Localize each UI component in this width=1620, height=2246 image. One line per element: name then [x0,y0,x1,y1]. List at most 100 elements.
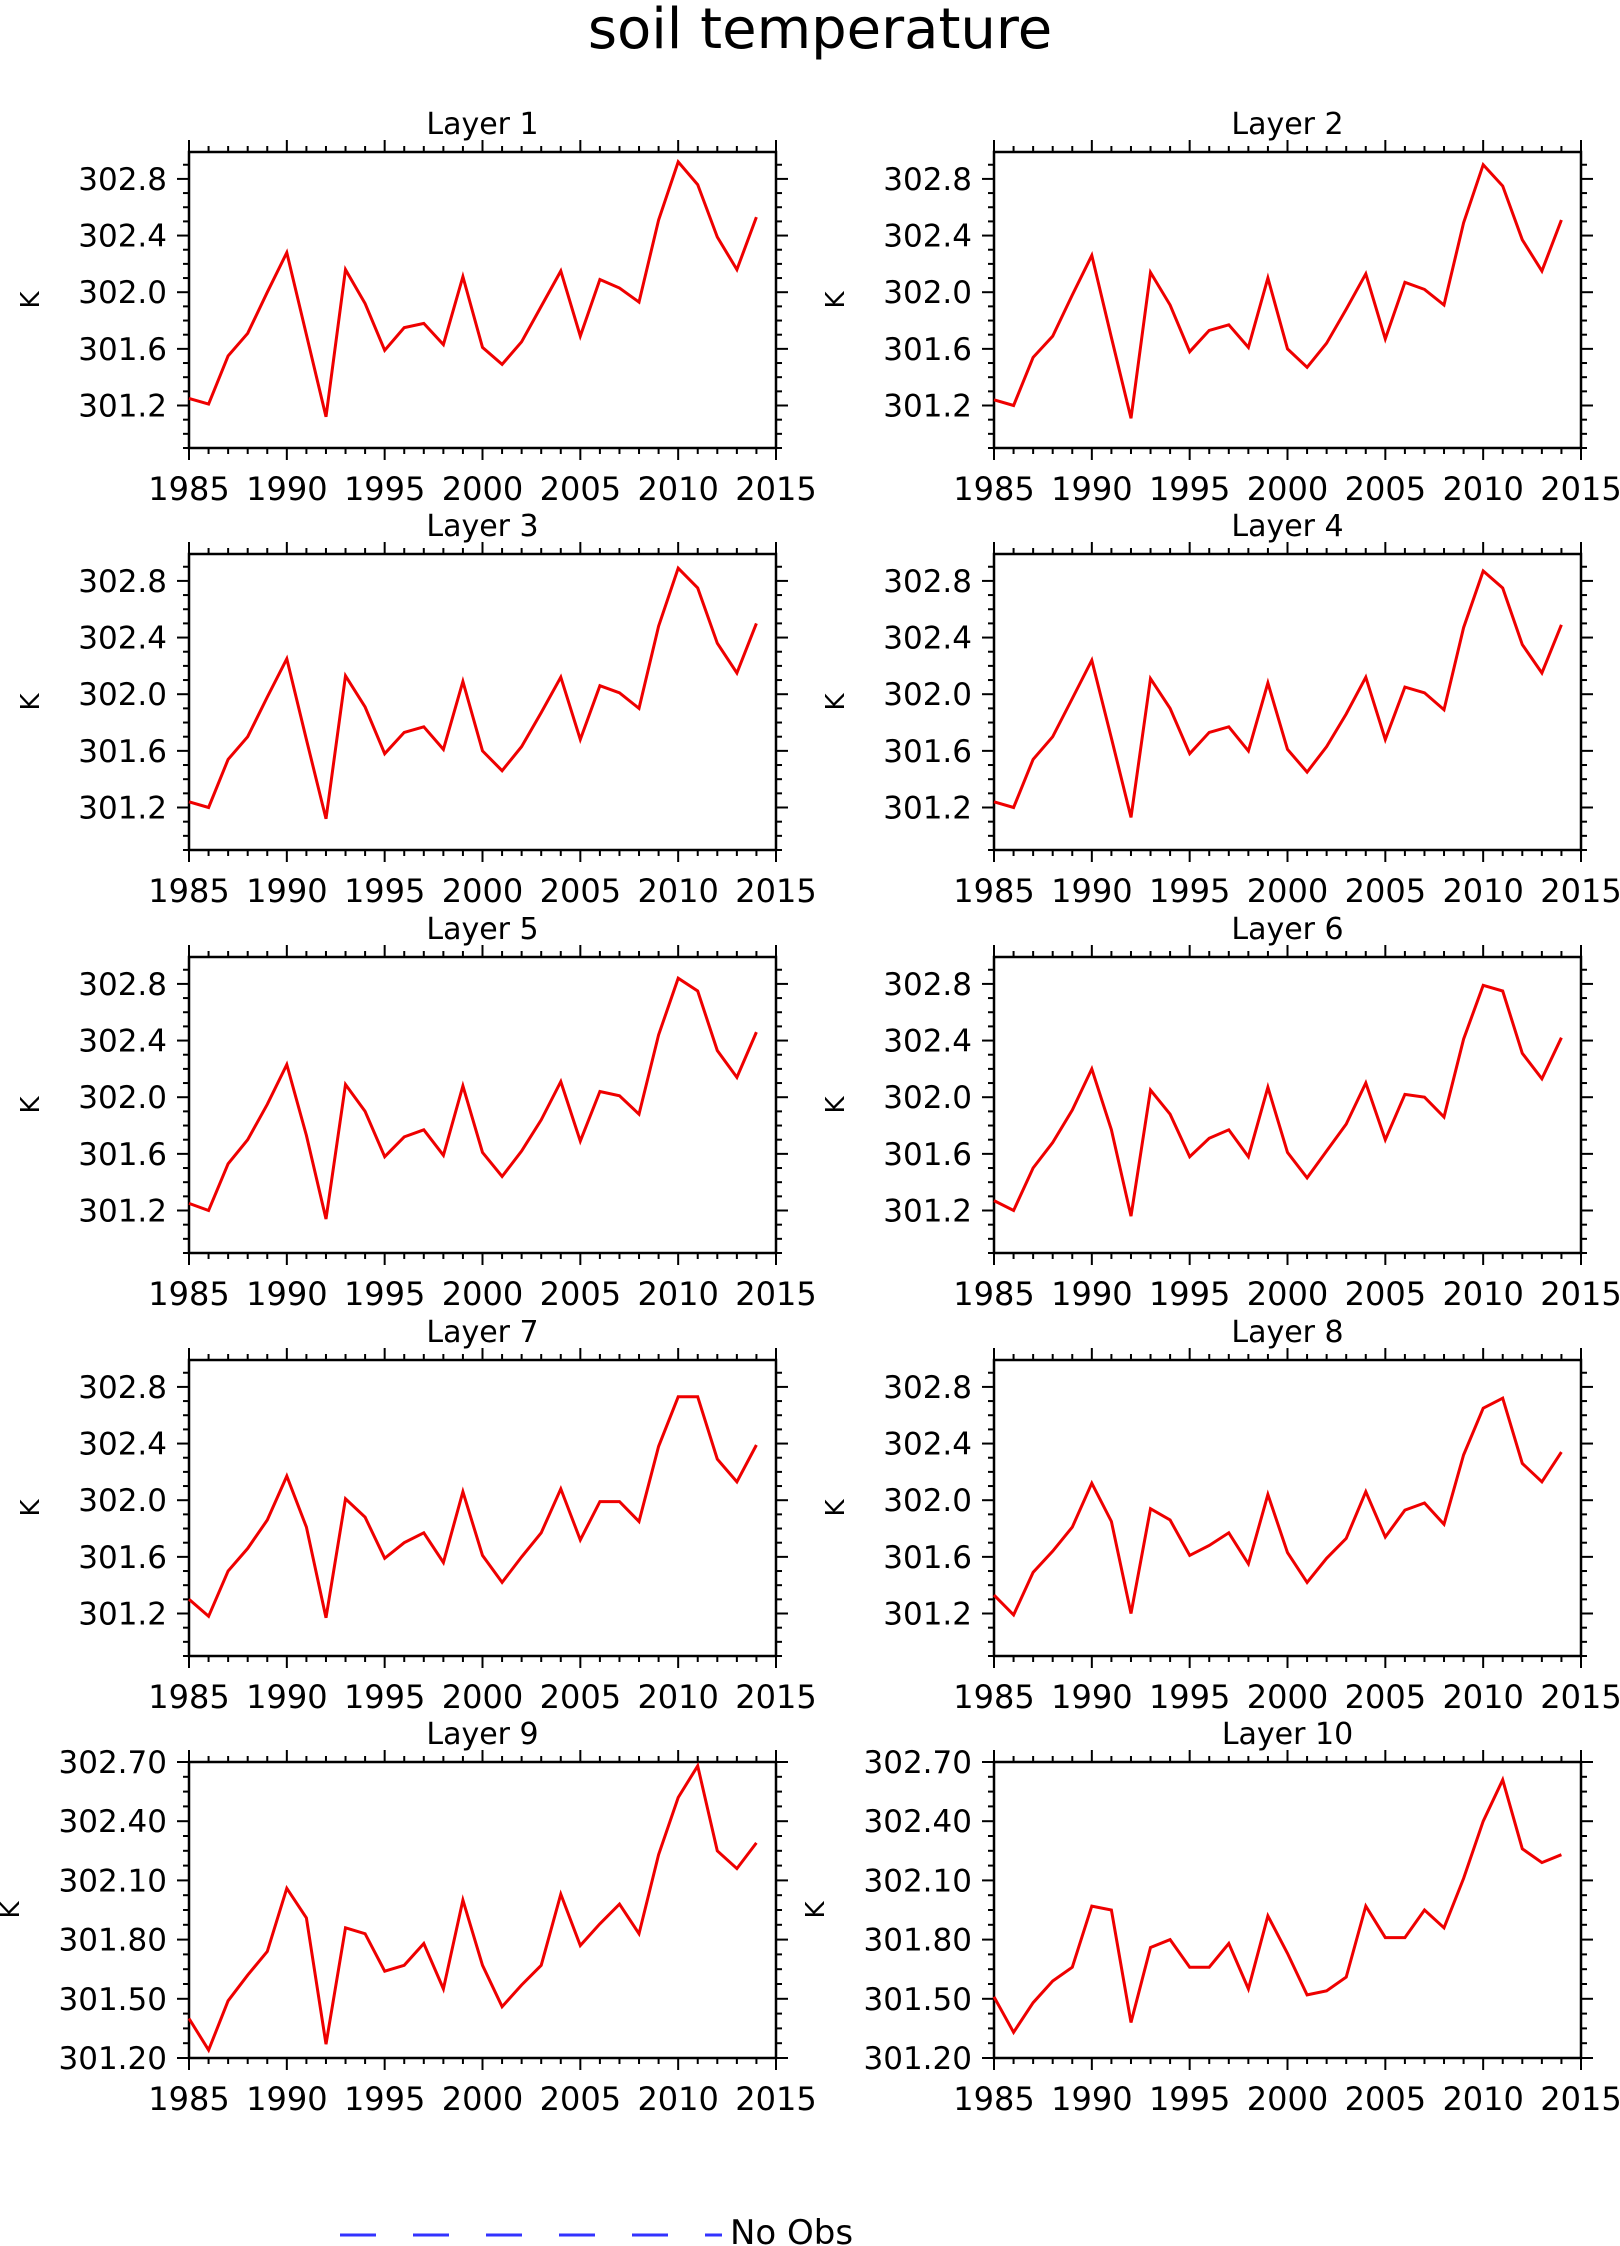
plot-frame [187,1760,778,2060]
plot-frame [992,955,1583,1255]
y-tick-label: 301.20 [59,2041,167,2077]
x-tick-label: 1990 [246,1275,327,1313]
y-tick-label: 302.0 [78,275,167,311]
x-tick-label: 2015 [735,2080,816,2118]
x-tick-label: 1990 [1051,872,1132,910]
y-tick-label: 301.6 [78,734,167,770]
panel-title: Layer 1 [426,107,538,142]
plot-frame [187,150,778,450]
y-tick-label: 301.2 [883,791,972,827]
x-tick-label: 2015 [1540,1275,1620,1313]
x-tick-label: 2010 [637,1678,718,1716]
x-tick-label: 2015 [1540,1678,1620,1716]
y-tick-label: 301.80 [59,1923,167,1959]
x-tick-label: 2000 [442,1678,523,1716]
x-tick-label: 1990 [246,470,327,508]
panel-title: Layer 6 [1231,912,1343,947]
x-tick-label: 2010 [637,872,718,910]
x-tick-label: 1995 [344,1275,425,1313]
y-tick-label: 301.6 [883,1137,972,1173]
y-tick-label: 302.4 [78,1024,167,1060]
x-tick-label: 2005 [1345,1678,1426,1716]
y-tick-label: 302.40 [864,1804,972,1840]
plot-frame [992,552,1583,852]
x-tick-label: 1995 [344,1678,425,1716]
y-tick-label: 302.4 [883,1427,972,1463]
x-tick-label: 2005 [540,1678,621,1716]
x-tick-label: 2000 [1247,1275,1328,1313]
y-axis-label: K [16,1499,46,1517]
y-tick-label: 301.2 [78,791,167,827]
x-tick-label: 2015 [1540,872,1620,910]
plot-frame [187,552,778,852]
y-tick-label: 302.0 [78,1080,167,1116]
x-tick-label: 1985 [148,2080,229,2118]
y-axis-label: K [821,1499,851,1517]
x-tick-label: 2015 [735,1275,816,1313]
series-line [187,1762,758,2054]
x-tick-label: 2010 [637,470,718,508]
x-tick-label: 2000 [442,2080,523,2118]
y-tick-label: 301.2 [78,389,167,425]
panel-4: Layer 4 1985 1990 1995 2000 2005 2010 2015 301.2… [821,509,1620,910]
y-tick-label: 301.50 [864,1982,972,2018]
y-axis-label: K [821,693,851,711]
x-tick-label: 1985 [148,470,229,508]
panel-title: Layer 10 [1222,1717,1353,1752]
y-tick-label: 301.2 [883,1597,972,1633]
y-tick-label: 301.50 [59,1982,167,2018]
y-axis-label: K [16,693,46,711]
x-tick-label: 2000 [1247,470,1328,508]
y-axis-label: K [16,291,46,309]
plot-frame [187,955,778,1255]
y-tick-label: 302.4 [883,1024,972,1060]
x-tick-label: 1985 [148,1275,229,1313]
y-tick-label: 301.6 [78,332,167,368]
y-tick-label: 302.70 [59,1745,167,1781]
x-tick-label: 2005 [1345,872,1426,910]
x-tick-label: 1990 [246,1678,327,1716]
y-tick-label: 301.6 [883,332,972,368]
y-tick-label: 302.70 [864,1745,972,1781]
y-tick-label: 302.0 [78,677,167,713]
y-tick-label: 302.4 [78,219,167,255]
x-tick-label: 1990 [246,872,327,910]
x-tick-label: 2005 [1345,1275,1426,1313]
x-tick-label: 1985 [953,1275,1034,1313]
y-axis-label: K [0,1901,26,1919]
x-tick-label: 2015 [735,1678,816,1716]
y-tick-label: 302.8 [78,564,167,600]
x-tick-label: 1995 [1149,872,1230,910]
y-axis-label: K [801,1901,831,1919]
x-tick-label: 1990 [1051,1678,1132,1716]
series-line [188,158,758,418]
y-tick-label: 301.20 [864,2041,972,2077]
x-tick-label: 2000 [442,1275,523,1313]
panel-title: Layer 8 [1231,1315,1343,1350]
y-tick-label: 302.10 [59,1863,167,1899]
series-line [992,1396,1563,1618]
x-tick-label: 2015 [1540,2080,1620,2118]
series-line [993,568,1563,818]
series-line [188,975,758,1220]
x-tick-label: 2010 [1442,2080,1523,2118]
series-line [992,1775,1562,2036]
panel-5: Layer 5 1985 1990 1995 2000 2005 2010 2015 301.2… [16,912,817,1313]
x-tick-label: 1995 [344,470,425,508]
x-tick-label: 2000 [1247,872,1328,910]
x-tick-label: 1990 [1051,470,1132,508]
y-tick-label: 302.0 [883,275,972,311]
x-tick-label: 1995 [1149,2080,1230,2118]
y-axis-label: K [16,1096,46,1114]
plot-frame [187,1358,778,1658]
y-tick-label: 301.2 [78,1597,167,1633]
x-tick-label: 2015 [1540,470,1620,508]
x-tick-label: 2005 [540,2080,621,2118]
series-line [993,983,1563,1217]
x-tick-label: 1985 [953,470,1034,508]
y-tick-label: 301.2 [78,1194,167,1230]
y-tick-label: 302.8 [78,1370,167,1406]
y-tick-label: 302.8 [78,967,167,1003]
x-tick-label: 2005 [540,1275,621,1313]
